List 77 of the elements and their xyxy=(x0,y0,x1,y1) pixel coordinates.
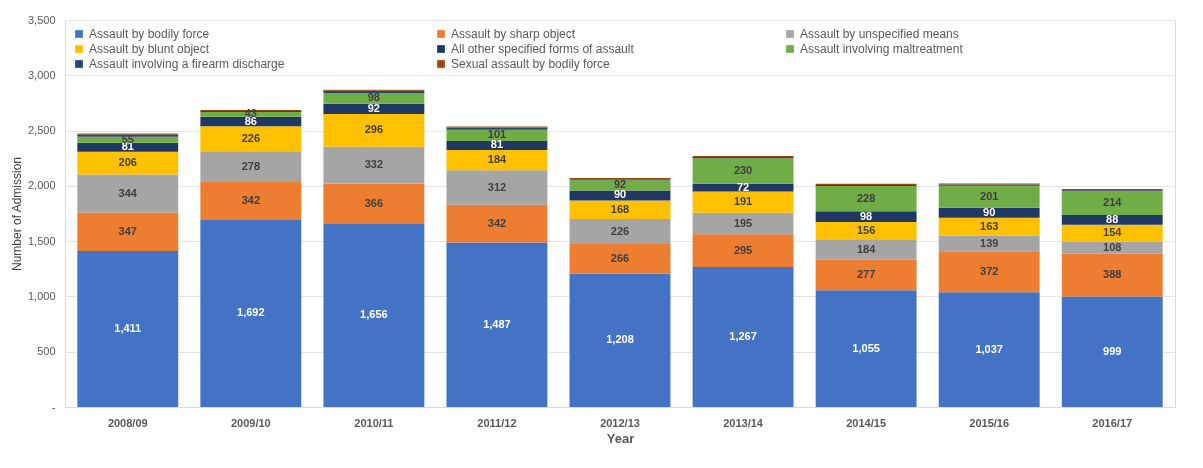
legend-label: Assault by sharp object xyxy=(451,27,576,41)
data-label: 266 xyxy=(610,251,630,264)
data-label: 206 xyxy=(118,156,137,169)
x-tick-label: 2015/16 xyxy=(969,416,1010,429)
y-tick-label: 3,500 xyxy=(27,13,56,26)
data-label: 342 xyxy=(487,216,507,229)
data-label: 312 xyxy=(487,180,507,193)
data-label: 295 xyxy=(733,243,753,256)
y-tick-label: 1,000 xyxy=(27,289,56,302)
data-label: 344 xyxy=(118,186,138,199)
x-tick-label: 2013/14 xyxy=(723,416,764,429)
data-label: 1,037 xyxy=(975,342,1003,355)
data-label: 1,055 xyxy=(852,341,880,354)
data-label: 230 xyxy=(733,163,753,176)
legend-label: Assault by bodily force xyxy=(89,27,210,41)
legend-label: Assault involving maltreatment xyxy=(800,42,964,56)
data-label: 98 xyxy=(367,91,381,104)
data-label: 296 xyxy=(364,123,384,136)
x-axis-title: Year xyxy=(606,430,635,446)
data-label: 1,208 xyxy=(606,333,634,346)
y-tick-label: 500 xyxy=(37,345,56,358)
data-label: 332 xyxy=(364,158,384,171)
data-label: 201 xyxy=(980,189,999,202)
x-tick-label: 2011/12 xyxy=(477,416,517,429)
data-label: 81 xyxy=(490,138,504,151)
data-label: 184 xyxy=(487,153,507,166)
data-label: 228 xyxy=(856,191,876,204)
data-label: 92 xyxy=(613,178,627,191)
data-label: 347 xyxy=(118,224,137,237)
legend-label: Assault involving a firearm discharge xyxy=(89,57,285,71)
data-label: 372 xyxy=(980,264,999,277)
y-tick-label: 2,500 xyxy=(27,124,56,137)
data-label: 90 xyxy=(613,188,627,201)
data-label: 1,411 xyxy=(114,321,142,334)
x-tick-label: 2014/15 xyxy=(846,416,886,429)
legend-label: Sexual assault by bodily force xyxy=(451,57,611,71)
legend-label: Assault by blunt object xyxy=(89,42,210,56)
data-label: 195 xyxy=(733,216,753,229)
y-tick-label: 2,000 xyxy=(27,179,56,192)
data-label: 388 xyxy=(1103,268,1122,281)
data-label: 154 xyxy=(1103,226,1123,239)
data-label: 191 xyxy=(733,195,753,208)
data-label: 226 xyxy=(610,224,630,237)
data-label: 92 xyxy=(367,101,381,114)
data-label: 184 xyxy=(856,242,877,255)
data-label: 90 xyxy=(983,205,996,218)
x-tick-label: 2010/11 xyxy=(354,416,394,429)
data-label: 1,656 xyxy=(360,308,388,321)
data-label: 1,267 xyxy=(729,329,757,342)
data-label: 88 xyxy=(1106,212,1119,225)
data-label: 366 xyxy=(364,196,384,209)
data-label: 226 xyxy=(241,131,260,144)
data-label: 139 xyxy=(980,236,999,249)
data-label: 168 xyxy=(610,202,630,215)
y-axis-title: Number of Admission xyxy=(9,156,24,272)
data-label: 277 xyxy=(856,268,876,281)
data-label: 108 xyxy=(1103,240,1122,253)
data-label: 101 xyxy=(487,128,507,141)
data-label: 342 xyxy=(241,194,260,207)
x-tick-label: 2008/09 xyxy=(107,416,148,429)
x-tick-label: 2012/13 xyxy=(600,416,640,429)
y-tick-label: - xyxy=(51,400,56,413)
x-tick-label: 2016/17 xyxy=(1092,416,1133,429)
y-tick-label: 3,000 xyxy=(27,68,56,81)
data-label: 163 xyxy=(980,219,999,232)
data-label: 999 xyxy=(1103,344,1122,357)
y-tick-label: 1,500 xyxy=(27,234,56,247)
data-label: 156 xyxy=(856,223,876,236)
data-label: 214 xyxy=(1103,196,1123,209)
data-label: 72 xyxy=(736,180,750,193)
data-label: 1,487 xyxy=(483,317,511,330)
legend-label: All other specified forms of assault xyxy=(451,42,635,56)
data-label: 98 xyxy=(859,209,873,222)
x-tick-label: 2009/10 xyxy=(230,416,271,429)
data-label: 278 xyxy=(241,159,260,172)
legend-label: Assault by unspecified means xyxy=(800,27,959,41)
data-label: 1,692 xyxy=(237,306,265,319)
